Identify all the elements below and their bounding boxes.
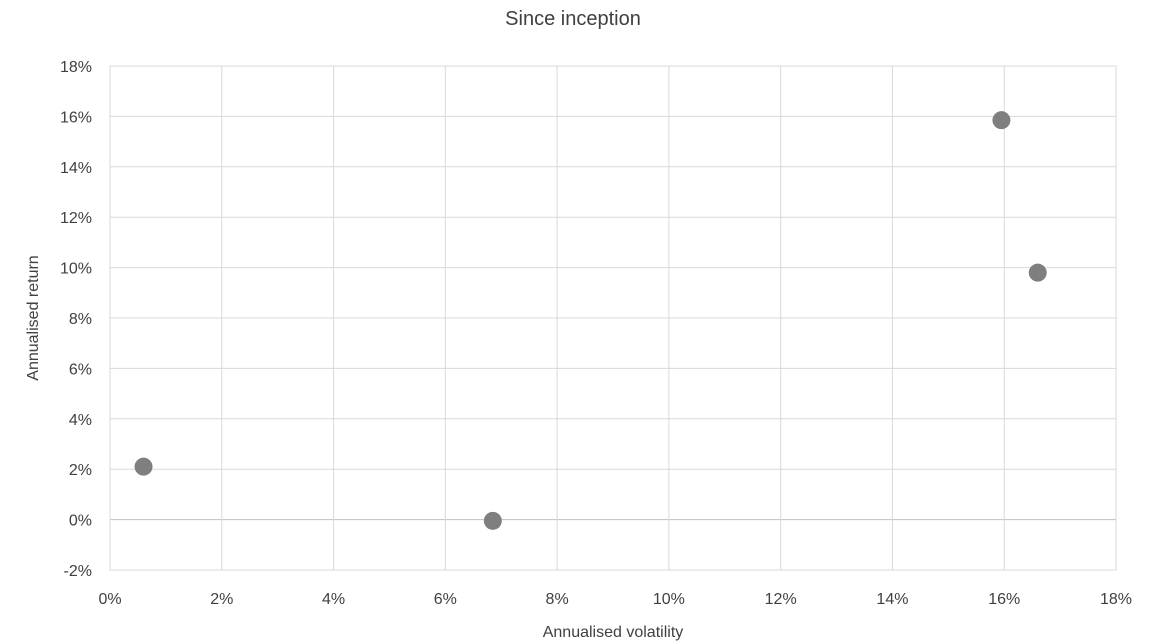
plot-area-border	[109, 65, 1117, 571]
data-point	[483, 511, 502, 530]
y-tick-label: 16%	[60, 109, 92, 126]
data-point	[992, 111, 1011, 130]
chart-title: Since inception	[505, 8, 641, 30]
axes: -2% 0% 2% 4% 6% 8% 10% 12% 14% 16% 18% 0% 2% 4% 6% 8% 10…	[60, 59, 1132, 608]
x-tick-label: 0%	[98, 591, 121, 608]
y-tick-label: 14%	[60, 160, 92, 177]
x-tick-label: 16%	[988, 591, 1020, 608]
data-points	[134, 111, 1047, 530]
x-tick-label: 10%	[653, 591, 685, 608]
y-tick-label: 12%	[60, 210, 92, 227]
x-tick-label: 2%	[210, 591, 233, 608]
x-tick-label: 12%	[765, 591, 797, 608]
y-tick-label: 6%	[69, 361, 92, 378]
x-tick-label: 18%	[1100, 591, 1132, 608]
y-tick-label: 8%	[69, 311, 92, 328]
y-axis-title: Annualised return	[25, 255, 42, 380]
y-tick-label: 4%	[69, 412, 92, 429]
y-tick-label: 2%	[69, 462, 92, 479]
x-tick-label: 4%	[322, 591, 345, 608]
y-tick-label: 10%	[60, 261, 92, 278]
y-tick-label: 0%	[69, 513, 92, 530]
data-point	[134, 457, 153, 476]
gridlines	[109, 65, 1117, 571]
x-tick-label: 14%	[876, 591, 908, 608]
x-axis-title: Annualised volatility	[543, 624, 684, 641]
y-tick-label: -2%	[64, 563, 92, 580]
x-tick-label: 8%	[546, 591, 569, 608]
x-tick-label: 6%	[434, 591, 457, 608]
data-point	[1028, 263, 1047, 282]
y-tick-label: 18%	[60, 59, 92, 76]
